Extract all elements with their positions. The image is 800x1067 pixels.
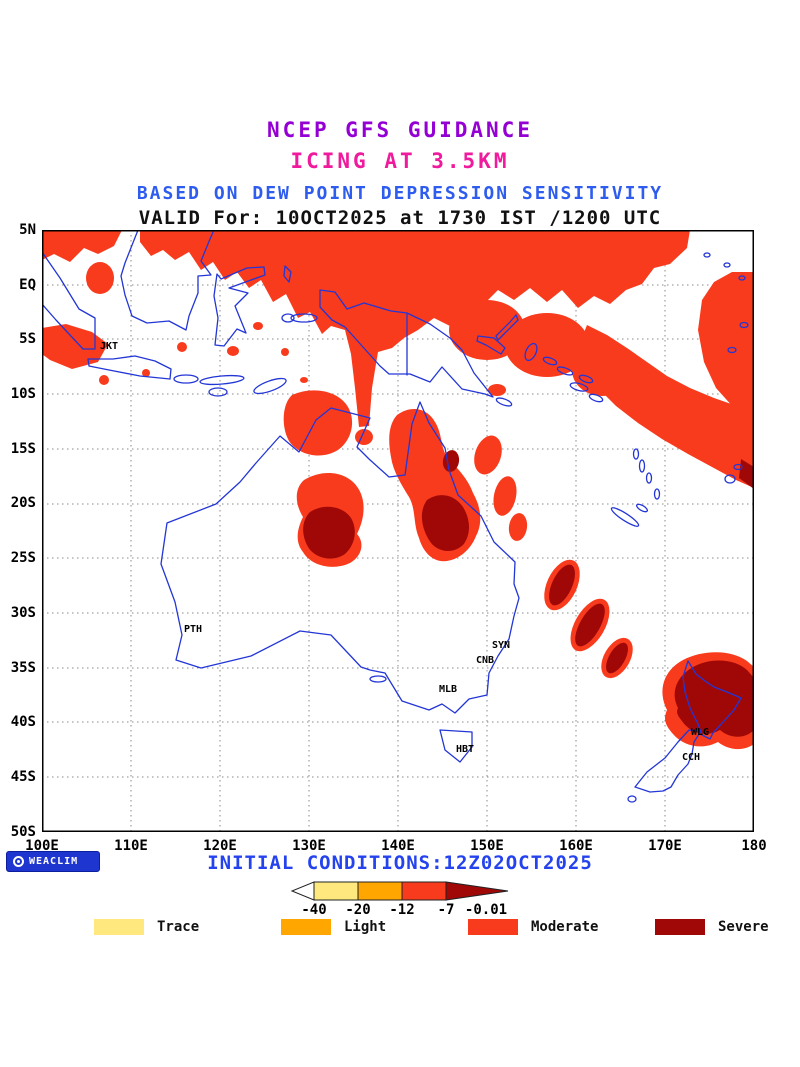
- icing-severe-region: [303, 450, 754, 737]
- title-product: ICING AT 3.5KM: [290, 149, 510, 173]
- lat-tick-45s: 45S: [10, 769, 36, 785]
- lon-tick-110e: 110E: [114, 838, 148, 854]
- colorbar-scale: [290, 881, 509, 901]
- colorbar-arrow-right: [445, 881, 509, 901]
- lon-tick-120e: 120E: [203, 838, 237, 854]
- lat-tick-5n: 5N: [19, 222, 36, 238]
- station-label-hobart: HBT: [456, 744, 475, 755]
- lat-tick-25s: 25S: [10, 550, 36, 566]
- lat-tick-10s: 10S: [10, 386, 36, 402]
- legend-label-severe: Severe: [718, 919, 769, 935]
- title-valid-time: VALID For: 10OCT2025 at 1730 IST /1200 U…: [138, 207, 662, 229]
- colorbar-tick-20: -20: [345, 902, 371, 918]
- station-label-christchurch: CCH: [682, 752, 701, 763]
- title-model: NCEP GFS GUIDANCE: [267, 118, 533, 142]
- colorbar-arrow-left: [290, 881, 315, 901]
- weaclim-logo: WEACLIM: [6, 851, 100, 872]
- lat-tick-40s: 40S: [10, 714, 36, 730]
- colorbar-tick-001: -0.01: [464, 902, 508, 918]
- lat-tick-50s: 50S: [10, 824, 36, 840]
- legend-item-severe: Severe: [655, 918, 769, 936]
- lat-tick-35s: 35S: [10, 660, 36, 676]
- legend-swatch-trace: [94, 919, 144, 935]
- colorbar-seg-light: [357, 881, 403, 901]
- station-label-jakarta: JKT: [100, 341, 119, 352]
- colorbar: -40 -20 -12 -7 -0.01: [290, 881, 510, 921]
- lon-tick-180: 180: [741, 838, 767, 854]
- lon-tick-100e: 100E: [25, 838, 59, 854]
- title-method: BASED ON DEW POINT DEPRESSION SENSITIVIT…: [136, 183, 664, 204]
- colorbar-seg-moderate: [401, 881, 447, 901]
- lat-tick-15s: 15S: [10, 441, 36, 457]
- initial-conditions-text: INITIAL CONDITIONS:12Z02OCT2025: [207, 852, 593, 874]
- legend-item-moderate: Moderate: [468, 918, 598, 936]
- map-plot-area: JKT PTH SYN CNB MLB HBT WLG CCH: [41, 229, 754, 832]
- legend-label-moderate: Moderate: [531, 919, 599, 935]
- colorbar-tick-40: -40: [301, 902, 327, 918]
- colorbar-tick-12: -12: [389, 902, 415, 918]
- station-label-perth: PTH: [184, 624, 203, 635]
- lon-tick-130e: 130E: [292, 838, 326, 854]
- lat-tick-5s: 5S: [19, 331, 36, 347]
- lon-tick-170e: 170E: [648, 838, 682, 854]
- legend-swatch-severe: [655, 919, 705, 935]
- map-frame: [42, 230, 754, 832]
- lon-tick-140e: 140E: [381, 838, 415, 854]
- legend-label-trace: Trace: [157, 919, 200, 935]
- lat-tick-30s: 30S: [10, 605, 36, 621]
- station-label-sydney: SYN: [492, 640, 511, 651]
- legend-label-light: Light: [344, 919, 387, 935]
- legend-swatch-moderate: [468, 919, 518, 935]
- legend-item-light: Light: [281, 918, 386, 936]
- station-label-melbourne: MLB: [439, 684, 458, 695]
- weaclim-logo-icon: [13, 856, 24, 867]
- coastlines: [41, 229, 749, 803]
- colorbar-tick-7: -7: [437, 902, 455, 918]
- station-label-wellington: WLG: [691, 727, 710, 738]
- map-canvas: [41, 229, 754, 832]
- lon-tick-160e: 160E: [559, 838, 593, 854]
- lat-tick-20s: 20S: [10, 495, 36, 511]
- lon-tick-150e: 150E: [470, 838, 504, 854]
- lat-tick-eq: EQ: [19, 277, 36, 293]
- colorbar-seg-trace: [313, 881, 359, 901]
- station-label-canberra: CNB: [476, 655, 495, 666]
- legend-swatch-light: [281, 919, 331, 935]
- weaclim-logo-label: WEACLIM: [29, 856, 79, 867]
- legend-item-trace: Trace: [94, 918, 199, 936]
